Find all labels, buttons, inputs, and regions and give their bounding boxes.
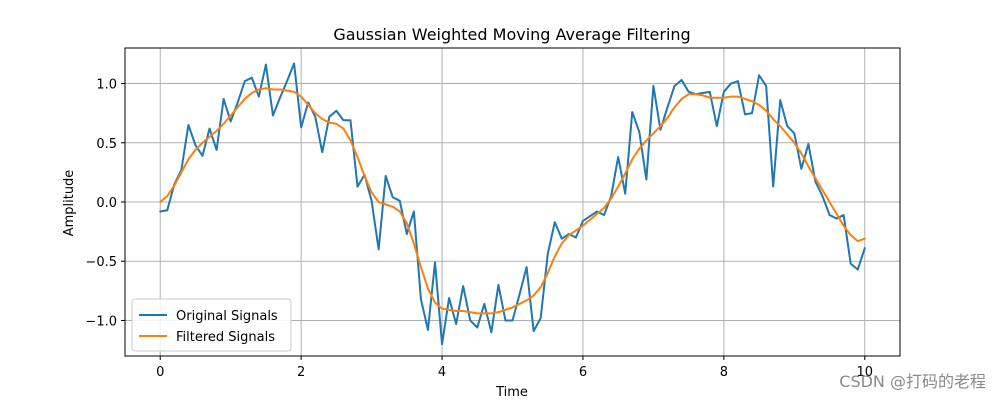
series-line-original — [159, 62, 866, 346]
series-line-filtered — [159, 87, 866, 315]
x-tick-label: 6 — [579, 365, 587, 380]
legend: Original Signals Filtered Signals — [131, 298, 292, 352]
y-tick-label: 1.0 — [96, 78, 117, 93]
series-layer — [159, 62, 866, 346]
x-tick-label: 8 — [720, 365, 728, 380]
legend-label-original: Original Signals — [176, 309, 278, 324]
legend-box — [131, 298, 292, 352]
y-axis-label: Amplitude — [62, 170, 77, 237]
y-tick-label: −0.5 — [85, 255, 117, 270]
legend-label-filtered: Filtered Signals — [176, 330, 275, 345]
axis-ticks: 0 2 4 6 8 10 −1.0 −0.5 0.0 0.5 1.0 — [85, 78, 873, 380]
y-tick-label: 0.5 — [96, 137, 117, 152]
x-tick-label: 4 — [438, 365, 446, 380]
watermark: CSDN @打码的老程 — [839, 372, 986, 391]
chart-title: Gaussian Weighted Moving Average Filteri… — [333, 25, 690, 44]
x-tick-label: 2 — [297, 365, 305, 380]
x-axis-label: Time — [495, 385, 528, 400]
y-tick-label: 0.0 — [96, 196, 117, 211]
x-tick-label: 10 — [856, 365, 873, 380]
x-tick-label: 0 — [156, 365, 164, 380]
y-tick-label: −1.0 — [85, 314, 117, 329]
